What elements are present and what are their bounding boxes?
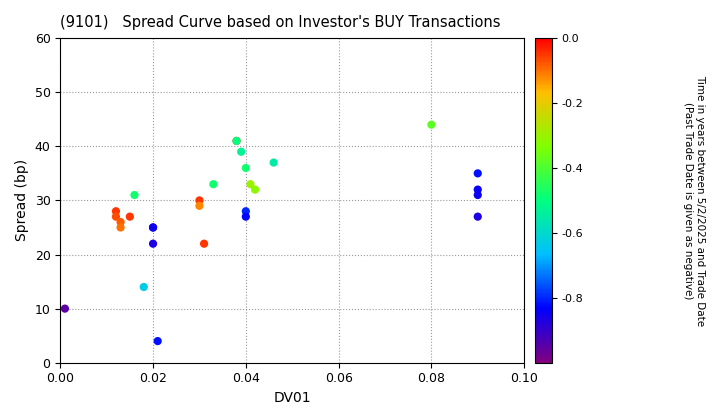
Point [110,208,122,215]
Point [231,137,243,144]
X-axis label: DV01: DV01 [274,391,311,405]
Point [129,192,140,198]
Point [194,197,205,204]
Point [152,338,163,344]
Point [148,240,159,247]
Point [240,165,251,171]
Point [231,137,243,144]
Point [138,284,150,290]
Point [245,181,256,188]
Point [198,240,210,247]
Point [472,213,484,220]
Text: (9101)   Spread Curve based on Investor's BUY Transactions: (9101) Spread Curve based on Investor's … [60,15,501,30]
Point [207,181,219,188]
Point [249,186,261,193]
Point [240,208,251,215]
Point [472,186,484,193]
Point [124,213,135,220]
Point [472,192,484,198]
Point [114,219,126,226]
Point [110,213,122,220]
Point [240,213,251,220]
Point [472,170,484,177]
Y-axis label: Spread (bp): Spread (bp) [15,159,29,242]
Point [114,224,126,231]
Point [268,159,279,166]
Point [59,305,71,312]
Point [235,148,247,155]
Point [148,224,159,231]
Y-axis label: Time in years between 5/2/2025 and Trade Date
(Past Trade Date is given as negat: Time in years between 5/2/2025 and Trade… [683,75,705,326]
Point [148,224,159,231]
Point [426,121,437,128]
Point [194,202,205,209]
